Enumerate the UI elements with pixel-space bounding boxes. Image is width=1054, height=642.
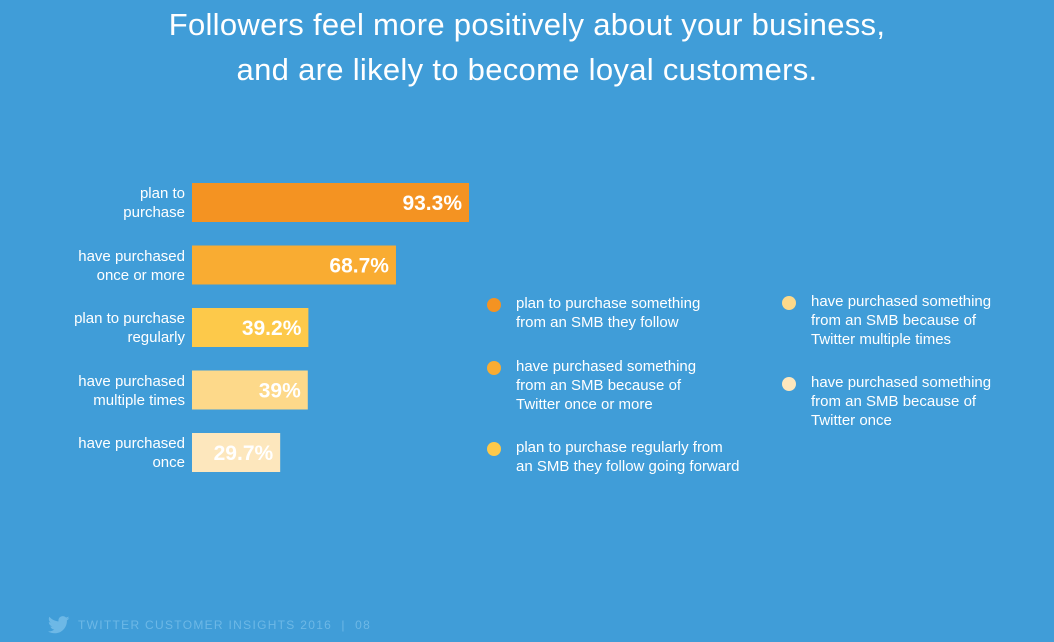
- legend-label-line: an SMB they follow going forward: [516, 458, 740, 475]
- bar-1: [192, 245, 396, 285]
- footer-text: TWITTER CUSTOMER INSIGHTS 2016 | 08: [78, 618, 372, 632]
- category-label-line: once: [152, 454, 185, 471]
- bar-value-label-0: 93.3%: [402, 192, 462, 215]
- legend-label: have purchased something from an SMB beca…: [811, 373, 1051, 430]
- legend-label-line: from an SMB because of: [811, 312, 977, 329]
- twitter-bird-icon: [48, 616, 70, 634]
- category-label-line: have purchased: [78, 372, 185, 390]
- bar-3: [192, 370, 308, 410]
- legend-label-line: from an SMB they follow: [516, 314, 679, 331]
- category-label-3: have purchased multiple times: [20, 372, 185, 410]
- title-line-1: Followers feel more positively about you…: [168, 7, 886, 42]
- category-label-line: have purchased: [78, 435, 185, 452]
- category-label-line: plan to: [139, 185, 185, 202]
- bar-4: [192, 433, 281, 472]
- legend-label-line: Twitter once or more: [516, 396, 653, 413]
- legend-label: plan to purchase regularly from an SMB th…: [516, 438, 756, 476]
- category-label-line: plan to purchase: [74, 310, 185, 327]
- legend-label-line: plan to purchase regularly from: [516, 439, 723, 456]
- legend-dot: [782, 296, 796, 310]
- page-title: Followers feel more positively about you…: [0, 2, 1054, 92]
- legend-label-line: have purchased something: [516, 358, 697, 375]
- legend-label: plan to purchase something from an SMB th…: [516, 294, 756, 332]
- legend-dot: [782, 377, 796, 391]
- legend-dot: [487, 298, 501, 312]
- legend-label-line: have purchased something: [811, 374, 992, 391]
- legend-label: have purchased something from an SMB beca…: [516, 357, 756, 414]
- category-label-line: regularly: [127, 329, 185, 346]
- legend-label-line: from an SMB because of: [811, 393, 977, 410]
- legend-label: have purchased something from an SMB beca…: [811, 292, 1051, 349]
- legend-label-line: Twitter once: [811, 412, 892, 429]
- legend-label-line: Twitter multiple times: [811, 331, 952, 348]
- title-line-2: and are likely to become loyal customers…: [236, 52, 818, 87]
- category-label-line: purchase: [123, 204, 185, 221]
- category-label-line: have purchased: [78, 247, 185, 265]
- category-label-1: have purchased once or more: [20, 247, 185, 285]
- legend-label-line: have purchased something: [811, 293, 992, 310]
- bar-0: [192, 183, 469, 222]
- legend-dot: [487, 442, 501, 456]
- category-label-4: have purchased once: [20, 434, 185, 472]
- legend-dot: [487, 361, 501, 375]
- legend-label-line: plan to purchase something: [516, 295, 701, 312]
- bar-value-label-1: 68.7%: [329, 255, 389, 278]
- bar-value-label-3: 39%: [259, 380, 301, 403]
- bar-value-label-4: 29.7%: [214, 442, 274, 465]
- category-label-line: multiple times: [93, 391, 185, 409]
- category-label-line: once or more: [96, 266, 185, 284]
- category-label-2: plan to purchase regularly: [20, 309, 185, 347]
- bar-value-label-2: 39.2%: [242, 317, 302, 340]
- legend-label-line: from an SMB because of: [516, 377, 682, 394]
- category-label-0: plan to purchase: [20, 184, 185, 222]
- bar-2: [192, 308, 309, 347]
- footer: TWITTER CUSTOMER INSIGHTS 2016 | 08: [48, 614, 371, 636]
